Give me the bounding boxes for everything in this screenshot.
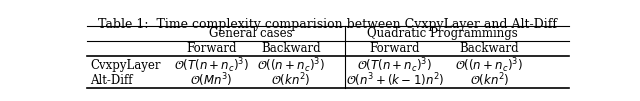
Text: Alt-Diff: Alt-Diff xyxy=(90,74,132,87)
Text: $\mathcal{O}(T(n+n_c)^3)$: $\mathcal{O}(T(n+n_c)^3)$ xyxy=(357,56,433,75)
Text: $\mathcal{O}(kn^2)$: $\mathcal{O}(kn^2)$ xyxy=(271,71,310,89)
Text: General cases: General cases xyxy=(209,27,293,40)
Text: $\mathcal{O}(kn^2)$: $\mathcal{O}(kn^2)$ xyxy=(470,71,509,89)
Text: $\mathcal{O}(n^3+(k-1)n^2)$: $\mathcal{O}(n^3+(k-1)n^2)$ xyxy=(346,71,444,89)
Text: $\mathcal{O}(T(n+n_c)^3)$: $\mathcal{O}(T(n+n_c)^3)$ xyxy=(174,56,249,75)
Text: Backward: Backward xyxy=(261,42,321,55)
Text: $\mathcal{O}(Mn^3)$: $\mathcal{O}(Mn^3)$ xyxy=(190,71,233,89)
Text: $\mathcal{O}((n+n_c)^3)$: $\mathcal{O}((n+n_c)^3)$ xyxy=(257,56,324,75)
Text: Quadratic Programmings: Quadratic Programmings xyxy=(367,27,518,40)
Text: $\mathcal{O}((n+n_c)^3)$: $\mathcal{O}((n+n_c)^3)$ xyxy=(455,56,523,75)
Text: CvxpyLayer: CvxpyLayer xyxy=(90,59,161,72)
Text: Backward: Backward xyxy=(460,42,519,55)
Text: Forward: Forward xyxy=(370,42,420,55)
Text: Table 1:  Time complexity comparision between CvxpyLayer and Alt-Diff: Table 1: Time complexity comparision bet… xyxy=(99,18,557,31)
Text: Forward: Forward xyxy=(186,42,237,55)
